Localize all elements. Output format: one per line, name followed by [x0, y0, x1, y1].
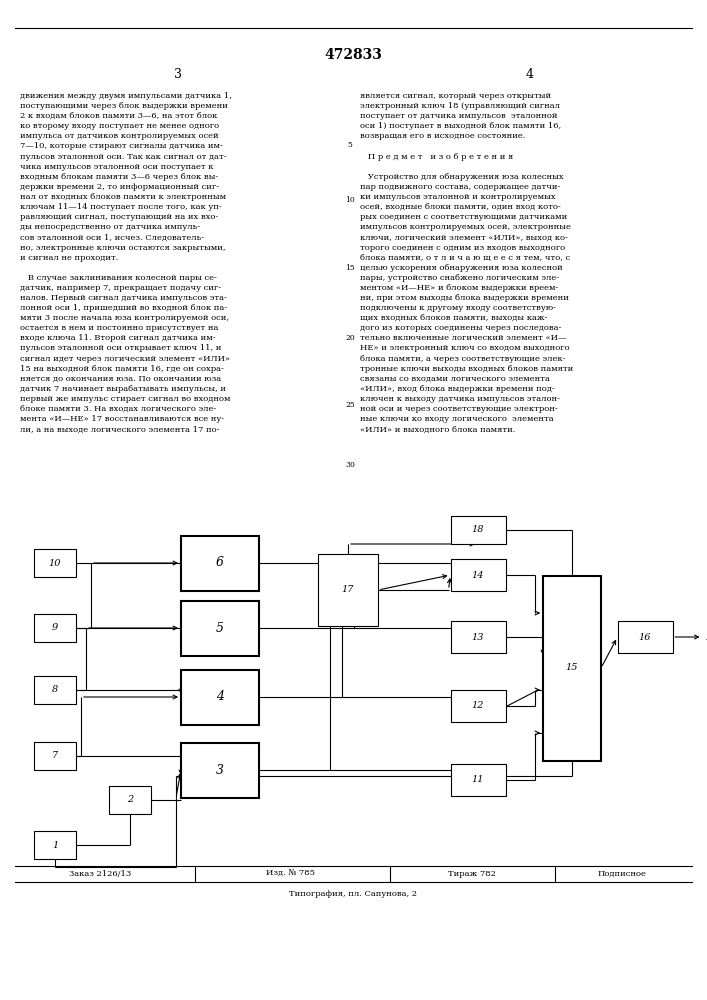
Text: 15: 15	[345, 264, 355, 272]
Text: 14: 14	[472, 570, 484, 580]
Text: 5: 5	[216, 621, 224, 635]
Text: 25: 25	[345, 401, 355, 409]
Text: является сигнал, который через открытый
электронный ключ 18 (управляющий сигнал
: является сигнал, который через открытый …	[360, 92, 573, 433]
Text: Подписное: Подписное	[597, 870, 646, 878]
Text: 12: 12	[472, 702, 484, 710]
Bar	[34, 831, 76, 859]
Text: 15: 15	[566, 664, 578, 672]
Text: Изд. № 785: Изд. № 785	[266, 870, 315, 878]
Text: Типография, пл. Сапунова, 2: Типография, пл. Сапунова, 2	[289, 890, 417, 898]
Text: 4: 4	[526, 68, 534, 82]
Text: 3: 3	[216, 764, 224, 776]
Text: 6: 6	[216, 556, 224, 570]
Bar	[34, 742, 76, 770]
Bar	[450, 690, 506, 722]
Text: 5: 5	[348, 141, 352, 149]
Text: 3: 3	[174, 68, 182, 82]
Bar	[109, 786, 151, 814]
Text: 16: 16	[638, 633, 651, 642]
Text: Тираж 782: Тираж 782	[448, 870, 496, 878]
Text: 7: 7	[52, 752, 58, 760]
Bar	[181, 670, 259, 724]
Bar	[450, 764, 506, 796]
Text: 10: 10	[49, 558, 62, 568]
Text: 13: 13	[472, 633, 484, 642]
Text: Выход: Выход	[706, 633, 707, 642]
Bar	[34, 676, 76, 704]
Text: 20: 20	[345, 334, 355, 342]
Text: 18: 18	[472, 526, 484, 534]
Bar	[318, 554, 378, 626]
Bar	[181, 536, 259, 590]
Bar	[450, 621, 506, 653]
Text: 1: 1	[52, 840, 58, 850]
Bar	[181, 742, 259, 798]
Bar	[181, 600, 259, 656]
Text: 472833: 472833	[324, 48, 382, 62]
Text: 17: 17	[341, 585, 354, 594]
Bar	[450, 516, 506, 544]
Bar	[34, 549, 76, 577]
Text: 9: 9	[52, 624, 58, 633]
Text: 10: 10	[345, 196, 355, 204]
Text: движения между двумя импульсами датчика 1,
поступающими через блок выдержки врем: движения между двумя импульсами датчика …	[20, 92, 232, 433]
Text: 8: 8	[52, 686, 58, 694]
Text: 4: 4	[216, 690, 224, 704]
Text: 2: 2	[127, 796, 133, 804]
Bar	[450, 559, 506, 591]
Bar	[617, 621, 672, 653]
Bar	[543, 576, 601, 760]
Text: Заказ 2126/13: Заказ 2126/13	[69, 870, 131, 878]
Bar	[34, 614, 76, 642]
Text: 30: 30	[345, 461, 355, 469]
Text: 11: 11	[472, 776, 484, 784]
